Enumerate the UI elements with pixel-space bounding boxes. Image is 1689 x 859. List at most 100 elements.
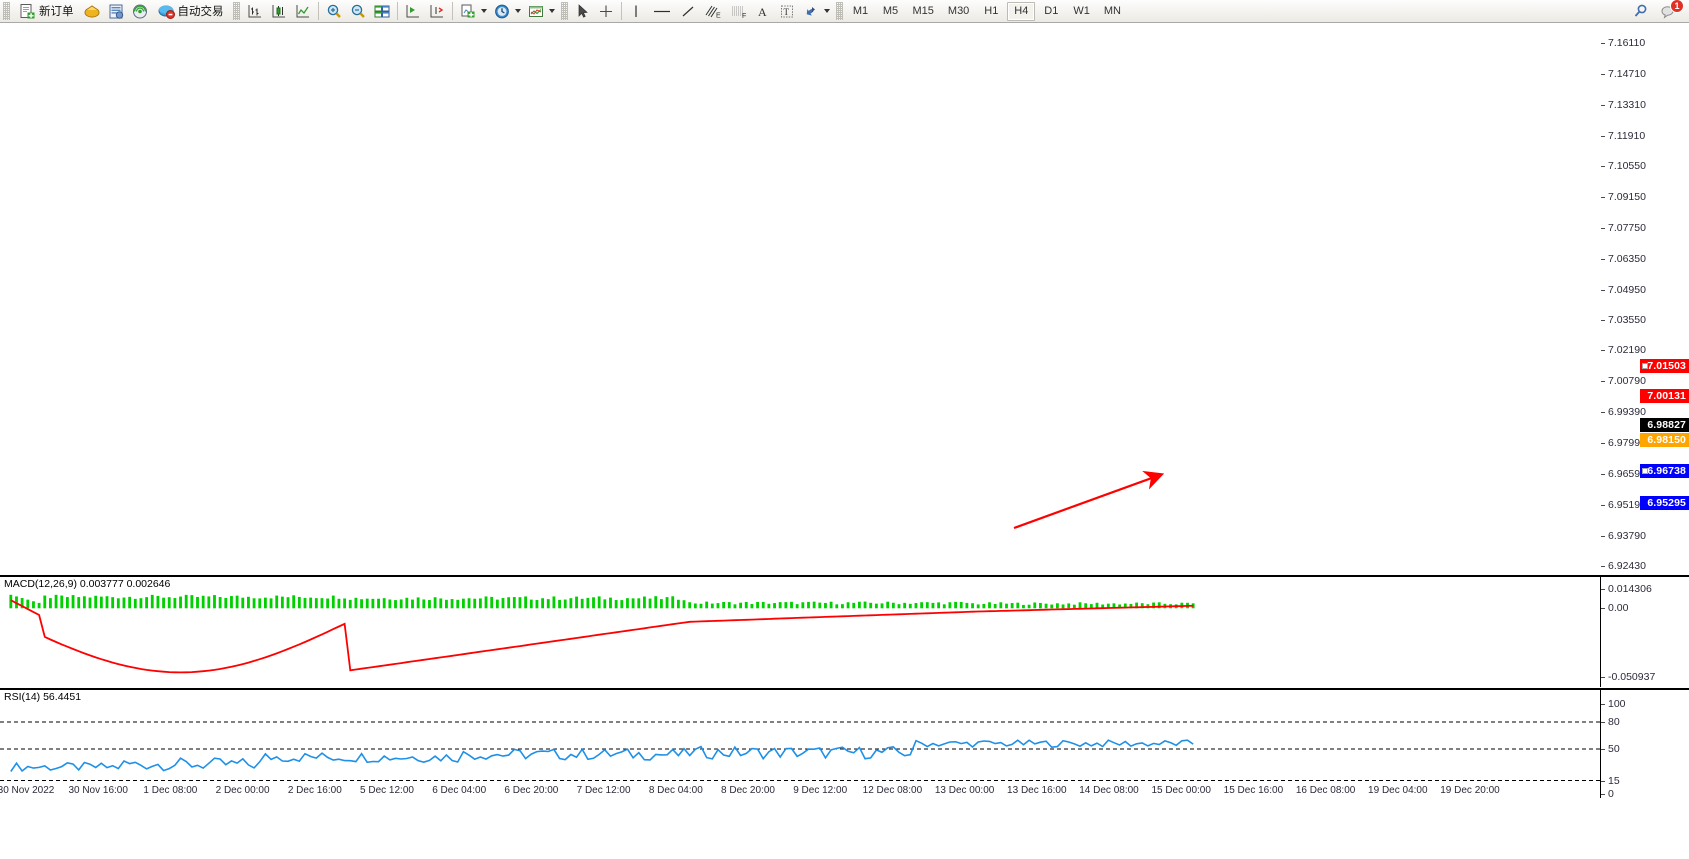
timeframe-m5[interactable]: M5 <box>882 5 899 17</box>
macd-tick <box>1601 608 1605 610</box>
time-axis-label: 19 Dec 04:00 <box>1368 785 1428 796</box>
crosshair-tool-button[interactable] <box>595 1 617 22</box>
macd-axis-line <box>1600 577 1601 687</box>
timeframe-m1[interactable]: M1 <box>852 5 869 17</box>
price-tick <box>1601 535 1605 537</box>
macd-label: MACD(12,26,9) 0.003777 0.002646 <box>4 578 171 590</box>
auto-scroll-button[interactable] <box>426 1 448 22</box>
cursor-tool-button[interactable] <box>572 1 593 22</box>
period-button[interactable] <box>491 1 513 22</box>
timeframe-mn[interactable]: MN <box>1103 5 1121 17</box>
money-bag-icon <box>84 4 99 18</box>
arrows-tool-button[interactable] <box>800 1 822 22</box>
price-level-tag[interactable]: 6.95295 <box>1640 495 1689 510</box>
price-tick-label: 7.07750 <box>1608 221 1646 234</box>
period-dropdown-caret-icon[interactable] <box>514 9 521 13</box>
text-tool-button[interactable]: A <box>753 1 774 22</box>
bar-chart-button[interactable] <box>244 1 266 22</box>
price-tick <box>1601 105 1605 107</box>
price-level-line[interactable] <box>0 439 1601 442</box>
candlestick-chart-button[interactable] <box>268 1 290 22</box>
price-tick-label: 7.02190 <box>1608 344 1646 357</box>
main-toolbar: 新订单 <box>0 0 1689 23</box>
price-tick <box>1601 258 1605 260</box>
zoom-in-icon <box>327 4 341 18</box>
trendline-tool-button[interactable] <box>677 1 699 22</box>
tile-windows-button[interactable] <box>371 1 393 22</box>
new-chart-button[interactable] <box>457 1 479 22</box>
zoom-out-button[interactable] <box>347 1 369 22</box>
price-tick <box>1601 320 1605 322</box>
arrows-dropdown-caret-icon[interactable] <box>823 9 830 13</box>
text-label-tool-button[interactable]: T <box>776 1 798 22</box>
time-axis[interactable]: 30 Nov 2022 30 Nov 16:00 1 Dec 08:00 2 Dec … <box>0 783 1601 799</box>
auto-trading-label: 自动交易 <box>177 6 224 18</box>
toolbar-grip-3-icon[interactable] <box>560 2 568 20</box>
toolbar-grip-icon[interactable] <box>3 2 10 20</box>
vertical-line-tool-button[interactable] <box>626 1 647 22</box>
auto-trading-button[interactable]: 自动交易 <box>153 1 229 22</box>
svg-text:E: E <box>716 12 721 19</box>
chart-container[interactable]: 7.16110 7.14710 7.13310 7.11910 7.10550 7.091… <box>0 26 1689 859</box>
price-level-tag[interactable]: 7.00131 <box>1640 388 1689 403</box>
timeframe-m30[interactable]: M30 <box>947 5 970 17</box>
price-level-tag[interactable]: 6.96738 <box>1640 463 1689 478</box>
time-axis-label: 8 Dec 04:00 <box>648 785 703 796</box>
toolbar-group-chart-type <box>243 0 558 23</box>
svg-text:F: F <box>742 13 746 20</box>
price-level-line[interactable] <box>0 424 1601 426</box>
time-axis-label: 1 Dec 08:00 <box>143 785 198 796</box>
timeframe-h4[interactable]: H4 <box>1007 1 1036 21</box>
time-axis-label: 6 Dec 04:00 <box>432 785 487 796</box>
rsi-pane[interactable]: RSI(14) 56.4451 100 80 50 15 0 <box>0 688 1689 800</box>
time-axis-label: 13 Dec 16:00 <box>1007 785 1067 796</box>
time-axis-label: 12 Dec 08:00 <box>862 785 923 796</box>
timeframe-h1[interactable]: H1 <box>984 5 999 17</box>
toolbar-separator-3 <box>451 2 453 20</box>
signals-icon-button[interactable] <box>129 1 151 22</box>
toolbar-grip-4-icon[interactable] <box>835 2 843 20</box>
price-tick <box>1601 135 1605 137</box>
price-level-tag[interactable]: 6.98827 <box>1640 417 1689 432</box>
timeframe-w1[interactable]: W1 <box>1073 5 1090 17</box>
price-level-tag[interactable]: 6.98150 <box>1640 432 1689 447</box>
macd-tick-label: 0.00 <box>1608 602 1629 615</box>
time-axis-label: 15 Dec 00:00 <box>1151 785 1211 796</box>
shift-chart-button[interactable] <box>402 1 424 22</box>
time-axis-label: 13 Dec 00:00 <box>934 785 995 796</box>
money-bag-icon-button[interactable] <box>81 1 103 22</box>
search-button[interactable] <box>1630 1 1652 22</box>
time-axis-label: 8 Dec 20:00 <box>721 785 775 796</box>
price-pane[interactable]: 7.16110 7.14710 7.13310 7.11910 7.10550 7.091… <box>0 34 1689 574</box>
price-level-line[interactable] <box>0 502 1601 505</box>
horizontal-line-tool-button[interactable] <box>649 1 675 22</box>
macd-pane[interactable]: MACD(12,26,9) 0.003777 0.002646 0.014306… <box>0 575 1689 687</box>
indicators-button[interactable] <box>525 1 547 22</box>
indicators-dropdown-caret-icon[interactable] <box>548 9 555 13</box>
timeframe-m15[interactable]: M15 <box>912 5 934 17</box>
notifications-button[interactable]: 1 <box>1657 0 1684 22</box>
price-tick <box>1601 227 1605 229</box>
line-chart-button[interactable] <box>292 1 314 22</box>
zoom-in-button[interactable] <box>323 1 345 22</box>
new-order-button[interactable]: 新订单 <box>14 1 79 22</box>
rsi-tick-label: 80 <box>1608 716 1620 728</box>
price-level-line[interactable] <box>0 365 1601 368</box>
price-level-tag[interactable]: 7.01503 <box>1640 358 1689 373</box>
fibonacci-tool-button[interactable]: F <box>727 1 751 22</box>
timeframe-d1[interactable]: D1 <box>1044 5 1059 17</box>
zoom-out-icon <box>351 4 365 18</box>
price-level-line[interactable] <box>0 395 1601 398</box>
price-level-line[interactable] <box>0 470 1601 473</box>
equidistant-channel-tool-button[interactable]: E <box>701 1 725 22</box>
price-tick-label: 7.16110 <box>1608 37 1646 50</box>
toolbar-separator <box>317 2 319 20</box>
price-axis[interactable]: 7.16110 7.14710 7.13310 7.11910 7.10550 7.091… <box>1601 34 1689 574</box>
cursor-arrow-icon <box>578 3 588 18</box>
price-tick <box>1601 565 1605 567</box>
market-watch-icon-button[interactable] <box>105 1 127 22</box>
new-chart-dropdown-caret-icon[interactable] <box>480 9 487 13</box>
price-tick <box>1601 43 1605 45</box>
vertical-line-icon <box>635 5 637 17</box>
toolbar-grip-2-icon[interactable] <box>232 2 240 20</box>
